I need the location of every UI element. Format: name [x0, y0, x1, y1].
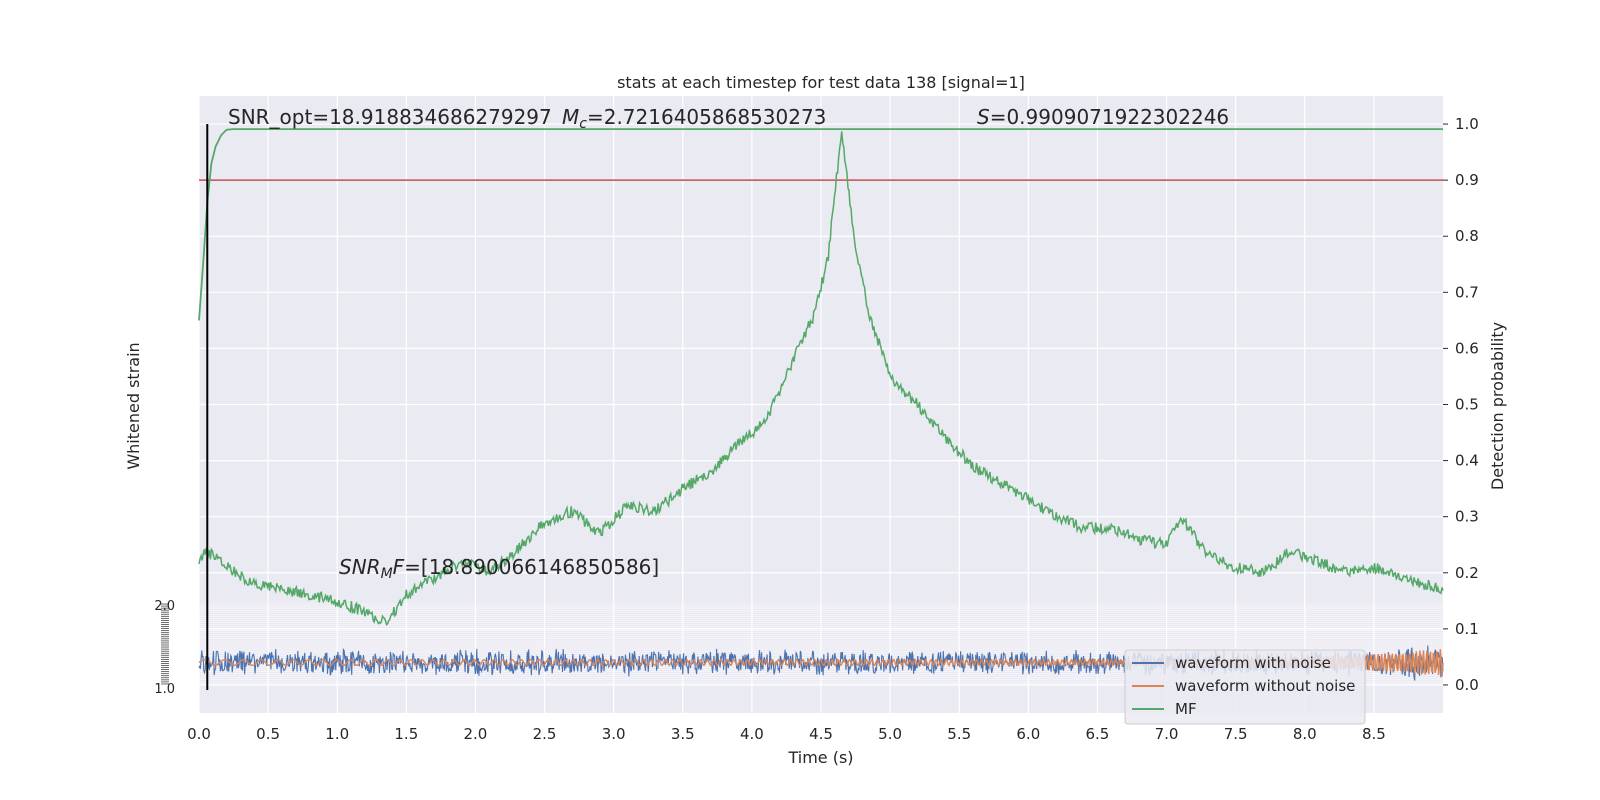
- legend: waveform with noise waveform without noi…: [1124, 649, 1366, 725]
- s-value: =0.9909071922302246: [990, 105, 1229, 129]
- y-ticks-left: 2.0 1.0: [154, 599, 175, 697]
- y-tick-label: 0.1: [1455, 620, 1479, 638]
- x-tick-label: 8.5: [1362, 725, 1386, 743]
- y-axis-label-left: Whitened strain: [124, 342, 143, 469]
- x-tick-label: 6.0: [1016, 725, 1040, 743]
- snr-mf-annotation: SNRMF=[18.890066146850586]: [339, 555, 659, 582]
- s-annotation: S=0.9909071922302246: [977, 105, 1229, 129]
- y-axis-label-right: Detection probability: [1488, 322, 1507, 490]
- y-tick-label: 0.9: [1455, 171, 1479, 189]
- x-tick-label: 7.0: [1155, 725, 1179, 743]
- x-tick-label: 5.5: [947, 725, 971, 743]
- snr-mf-symbol: SNR: [339, 555, 381, 579]
- x-tick-label: 1.5: [394, 725, 418, 743]
- x-ticks: 0.0 0.5 1.0 1.5 2.0 2.5 3.0 3.5 4.0 4.5 5.0 5.5 6.0 6…: [187, 725, 1386, 743]
- y-tick-label: 1.0: [1455, 115, 1479, 133]
- mc-symbol: M: [562, 105, 579, 129]
- grid: [198, 96, 1443, 713]
- x-tick-label: 1.0: [325, 725, 349, 743]
- mf-line: [198, 131, 1444, 626]
- strain-tick-label: 2.0: [154, 599, 175, 614]
- x-tick-label: 0.5: [256, 725, 280, 743]
- x-tick-label: 3.0: [602, 725, 626, 743]
- snr-mf-value: =[18.890066146850586]: [404, 555, 659, 579]
- x-axis-label: Time (s): [787, 748, 853, 767]
- mc-subscript: c: [579, 116, 587, 132]
- y-tick-label: 0.2: [1455, 564, 1479, 582]
- x-tick-label: 4.5: [809, 725, 833, 743]
- legend-label-clean: waveform without noise: [1175, 677, 1355, 695]
- mc-value: =2.7216405868530273: [587, 105, 826, 129]
- legend-box: [1124, 649, 1366, 725]
- y-tick-label: 0.6: [1455, 339, 1479, 357]
- y-tick-label: 0.8: [1455, 227, 1479, 245]
- x-tick-label: 2.5: [533, 725, 557, 743]
- x-tick-label: 5.0: [878, 725, 902, 743]
- y-tick-label: 0.4: [1455, 452, 1479, 470]
- chart-title: stats at each timestep for test data 138…: [617, 73, 1025, 92]
- y-tick-label: 0.0: [1455, 676, 1479, 694]
- x-tick-label: 3.5: [671, 725, 695, 743]
- y-tick-label: 0.5: [1455, 396, 1479, 414]
- legend-label-noise: waveform with noise: [1175, 654, 1331, 672]
- snr-opt-annotation: SNR_opt=18.918834686279297: [228, 105, 552, 129]
- x-tick-label: 4.0: [740, 725, 764, 743]
- x-tick-label: 8.0: [1293, 725, 1317, 743]
- snr-mf-subscript: M: [381, 566, 393, 582]
- s-symbol: S: [977, 105, 990, 129]
- x-tick-label: 0.0: [187, 725, 211, 743]
- y-ticks-right: 0.0 0.1 0.2 0.3 0.4 0.5 0.6 0.7 0.8 0.9 1.0: [1443, 115, 1479, 694]
- strain-tick-label: 1.0: [154, 682, 175, 697]
- legend-label-mf: MF: [1175, 700, 1197, 718]
- x-tick-label: 7.5: [1224, 725, 1248, 743]
- x-tick-label: 2.0: [464, 725, 488, 743]
- snr-mf-f: F: [393, 555, 405, 579]
- mc-annotation: Mc=2.7216405868530273: [562, 105, 826, 132]
- y-tick-label: 0.7: [1455, 283, 1479, 301]
- x-tick-label: 6.5: [1086, 725, 1110, 743]
- y-tick-label: 0.3: [1455, 508, 1479, 526]
